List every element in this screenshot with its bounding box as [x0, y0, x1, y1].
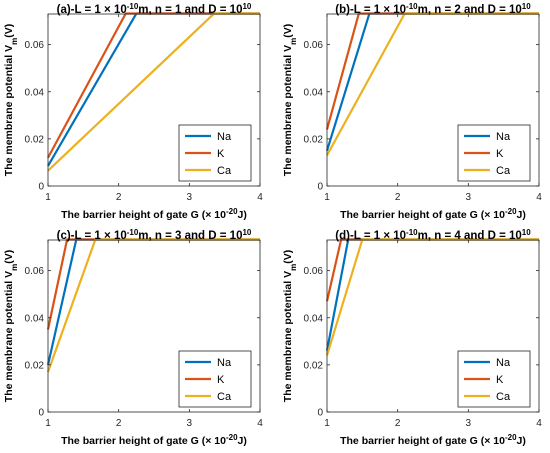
legend-b: Na K Ca [457, 124, 531, 182]
x-tick-label-a: 1 [45, 192, 51, 203]
legend-d: Na K Ca [457, 350, 531, 408]
y-axis-label-d: The membrane potential Vm(V) [282, 250, 298, 402]
legend-label-na-d: Na [496, 357, 511, 369]
legend-label-k-a: K [217, 148, 225, 160]
legend-label-k-b: K [496, 148, 504, 160]
panel-d: 1 2 3 4 0 0.02 0.04 0.06 (d)-L = 1 × 10-10m, n =… [282, 228, 542, 448]
series-line-ca-a [47, 12, 260, 172]
x-tick-label-a: 3 [187, 192, 193, 203]
legend-a: Na K Ca [178, 124, 252, 182]
legend-label-ca-b: Ca [496, 165, 511, 177]
legend-label-na-c: Na [217, 357, 232, 369]
x-tick-label-d: 2 [395, 418, 401, 429]
legend-label-k-d: K [496, 374, 504, 386]
x-axis-label-d: The barrier height of gate G (× 10-20J) [340, 433, 526, 448]
x-tick-label-d: 4 [536, 418, 542, 429]
chart-title-d: (d)-L = 1 × 10-10m, n = 4 and D = 1010 [335, 228, 531, 243]
x-axis-label-a: The barrier height of gate G (× 10-20J) [61, 207, 247, 222]
chart-title-b: (b)-L = 1 × 10-10m, n = 2 and D = 1010 [335, 2, 531, 17]
panel-a: 1 2 3 4 0 0.02 0.04 0.06 (a)-L = 1 × 10-10m, n =… [3, 2, 263, 222]
y-tick-label-c: 0 [38, 408, 44, 419]
y-tick-label-a: 0 [38, 182, 44, 193]
x-tick-label-a: 2 [116, 192, 122, 203]
x-tick-label-b: 2 [395, 192, 401, 203]
x-tick-label-c: 4 [257, 418, 263, 429]
axes-box-c [47, 239, 261, 413]
y-tick-label-c: 0.06 [25, 266, 45, 277]
legend-label-ca-a: Ca [217, 165, 232, 177]
y-tick-label-c: 0.02 [25, 360, 45, 371]
axes-box-a [47, 13, 261, 187]
panel-b: 1 2 3 4 0 0.02 0.04 0.06 (b)-L = 1 × 10-10m, n =… [282, 2, 542, 222]
y-tick-label-b: 0.06 [304, 40, 324, 51]
y-axis-label-a: The membrane potential Vm(V) [3, 24, 19, 176]
x-tick-label-d: 1 [324, 418, 330, 429]
legend-label-na-b: Na [496, 131, 511, 143]
x-axis-label-c: The barrier height of gate G (× 10-20J) [61, 433, 247, 448]
y-axis-label-b: The membrane potential Vm(V) [282, 24, 298, 176]
y-tick-label-b: 0 [317, 182, 323, 193]
axes-box-d [326, 239, 540, 413]
x-tick-label-b: 1 [324, 192, 330, 203]
legend-label-ca-c: Ca [217, 391, 232, 403]
y-tick-label-d: 0.06 [304, 266, 324, 277]
panel-c: 1 2 3 4 0 0.02 0.04 0.06 (c)-L = 1 × 10-10m, n =… [3, 228, 263, 448]
legend-label-ca-d: Ca [496, 391, 511, 403]
x-tick-label-b: 4 [536, 192, 542, 203]
axes-box-b [326, 13, 540, 187]
y-tick-label-d: 0 [317, 408, 323, 419]
y-tick-label-a: 0.06 [25, 40, 45, 51]
chart-title-a: (a)-L = 1 × 10-10m, n = 1 and D = 1010 [57, 2, 252, 17]
series-line-ca-b [326, 12, 539, 156]
legend-label-k-c: K [217, 374, 225, 386]
y-tick-label-a: 0.04 [25, 87, 45, 98]
series-line-ca-d [325, 238, 539, 356]
y-tick-label-b: 0.02 [304, 134, 324, 145]
x-tick-label-a: 4 [257, 192, 263, 203]
y-tick-label-b: 0.04 [304, 87, 324, 98]
legend-c: Na K Ca [178, 350, 252, 408]
y-tick-label-c: 0.04 [25, 313, 45, 324]
y-tick-label-d: 0.04 [304, 313, 324, 324]
y-tick-label-d: 0.02 [304, 360, 324, 371]
x-tick-label-c: 2 [116, 418, 122, 429]
x-axis-label-b: The barrier height of gate G (× 10-20J) [340, 207, 526, 222]
series-line-ca-c [46, 238, 260, 373]
y-axis-label-c: The membrane potential Vm(V) [3, 250, 19, 402]
x-tick-label-b: 3 [466, 192, 472, 203]
x-tick-label-c: 1 [45, 418, 51, 429]
x-tick-label-d: 3 [466, 418, 472, 429]
x-tick-label-c: 3 [187, 418, 193, 429]
chart-title-c: (c)-L = 1 × 10-10m, n = 3 and D = 1010 [57, 228, 252, 243]
legend-label-na-a: Na [217, 131, 232, 143]
y-tick-label-a: 0.02 [25, 134, 45, 145]
